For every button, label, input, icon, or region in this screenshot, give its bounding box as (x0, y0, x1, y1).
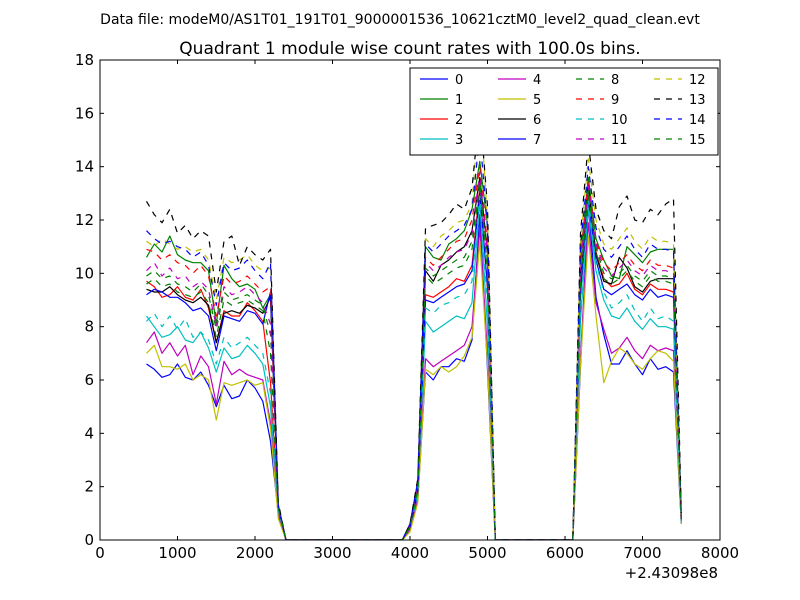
series-line-4 (146, 222, 682, 540)
legend-label-0: 0 (455, 73, 463, 88)
series-line-11 (146, 171, 682, 540)
y-tick-label: 16 (75, 104, 94, 122)
series-line-5 (146, 235, 682, 540)
series-line-15 (146, 182, 682, 540)
legend-label-7: 7 (533, 133, 541, 148)
x-tick-label: 0 (95, 544, 105, 562)
legend-label-13: 13 (689, 93, 706, 108)
series-line-8 (146, 179, 682, 540)
legend-label-2: 2 (455, 113, 463, 128)
series-layer (145, 96, 682, 540)
legend-label-4: 4 (533, 73, 541, 88)
legend-label-14: 14 (689, 113, 706, 128)
series-line-0 (146, 203, 682, 540)
series-line-7 (146, 192, 682, 540)
legend-label-3: 3 (455, 133, 463, 148)
y-tick-label: 4 (84, 424, 94, 442)
x-offset-label: +2.43098e8 (625, 564, 718, 582)
series-line-12 (146, 96, 682, 540)
y-tick-label: 12 (75, 211, 94, 229)
series-line-3 (146, 200, 682, 540)
legend-label-9: 9 (611, 93, 619, 108)
series-line-6 (146, 176, 682, 540)
series-line-9 (146, 166, 682, 540)
y-tick-label: 0 (84, 531, 94, 549)
x-tick-label: 4000 (391, 544, 429, 562)
x-tick-label: 2000 (236, 544, 274, 562)
y-tick-label: 14 (75, 158, 94, 176)
legend-label-6: 6 (533, 113, 541, 128)
x-tick-label: 3000 (313, 544, 351, 562)
x-tick-label: 5000 (468, 544, 506, 562)
suptitle: Data file: modeM0/AS1T01_191T01_90000015… (100, 12, 700, 28)
x-tick-label: 8000 (701, 544, 739, 562)
x-tick-label: 7000 (623, 544, 661, 562)
chart-title: Quadrant 1 module wise count rates with … (179, 39, 640, 59)
x-axis: 0 1000 2000 3000 4000 5000 6000 7000 8000 (95, 60, 739, 562)
legend-label-5: 5 (533, 93, 541, 108)
series-line-14 (146, 134, 682, 540)
legend-label-15: 15 (689, 133, 706, 148)
y-tick-label: 8 (84, 318, 94, 336)
x-tick-label: 1000 (158, 544, 196, 562)
y-tick-label: 2 (84, 478, 94, 496)
legend-label-8: 8 (611, 73, 619, 88)
series-line-10 (146, 195, 682, 540)
legend-label-1: 1 (455, 93, 463, 108)
x-tick-label: 6000 (546, 544, 584, 562)
legend-box (409, 67, 719, 156)
series-line-1 (145, 160, 682, 540)
y-tick-label: 10 (75, 264, 94, 282)
legend-label-11: 11 (611, 133, 628, 148)
legend-label-12: 12 (689, 73, 706, 88)
y-tick-label: 18 (75, 51, 94, 69)
legend-label-10: 10 (611, 113, 628, 128)
y-tick-label: 6 (84, 371, 94, 389)
